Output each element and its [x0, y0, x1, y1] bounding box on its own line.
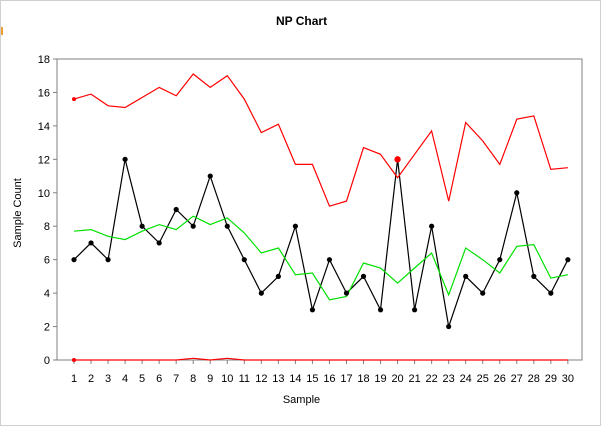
x-tick-label: 13 [272, 373, 284, 385]
series-line-upper-control-limit [73, 73, 568, 207]
x-tick-label: 9 [207, 373, 213, 385]
x-tick-label: 29 [545, 373, 557, 385]
series-line-lower-control-limit [74, 357, 568, 361]
y-tick-label: 18 [38, 54, 50, 66]
data-point [446, 323, 452, 330]
x-tick-label: 15 [306, 373, 318, 385]
x-tick-label: 8 [190, 373, 196, 385]
chart-title: NP Chart [275, 14, 328, 28]
data-point [241, 257, 247, 263]
y-tick-label: 0 [44, 355, 50, 367]
x-tick-label: 26 [494, 373, 506, 385]
x-tick-label: 7 [173, 373, 179, 385]
highlighted-point [72, 97, 76, 102]
data-point [190, 223, 196, 229]
corner-marker [1, 27, 3, 35]
data-point [429, 223, 435, 229]
data-point [343, 290, 350, 296]
data-point [258, 290, 264, 296]
x-tick-label: 30 [562, 373, 574, 385]
x-tick-label: 24 [460, 373, 472, 385]
y-tick-label: 2 [44, 322, 50, 334]
data-point [224, 223, 230, 229]
y-tick-label: 14 [38, 121, 50, 133]
data-point [565, 257, 571, 263]
data-point [71, 257, 77, 263]
y-tick-label: 10 [38, 188, 50, 200]
x-tick-label: 10 [221, 373, 233, 385]
data-point [480, 290, 486, 296]
y-tick-label: 16 [38, 87, 50, 99]
x-tick-label: 27 [511, 373, 523, 385]
data-point [139, 223, 145, 229]
data-point [156, 240, 162, 246]
data-point [377, 307, 384, 313]
data-point [360, 273, 367, 279]
data-point [207, 173, 213, 179]
x-tick-label: 12 [255, 373, 267, 385]
data-point [531, 273, 537, 279]
x-tick-label: 14 [289, 373, 301, 385]
highlighted-point [72, 358, 76, 362]
x-tick-label: 16 [323, 373, 335, 385]
x-tick-label: 5 [139, 373, 145, 385]
x-tick-label: 4 [122, 373, 128, 385]
x-tick-label: 20 [391, 373, 403, 385]
x-tick-label: 6 [156, 373, 162, 385]
data-point [548, 290, 554, 296]
data-point [326, 257, 333, 263]
x-tick-label: 25 [477, 373, 489, 385]
x-tick-label: 1 [71, 373, 77, 385]
plot-area-border [56, 58, 583, 361]
y-tick-label: 4 [44, 288, 50, 300]
x-axis-title: Sample [282, 394, 321, 406]
x-tick-label: 3 [105, 373, 111, 385]
data-point [463, 273, 469, 279]
data-point [122, 156, 128, 162]
data-point [275, 273, 281, 279]
x-tick-label: 17 [340, 373, 352, 385]
data-point [309, 307, 316, 313]
series-line-sample-count [73, 159, 569, 327]
x-tick-label: 22 [426, 373, 438, 385]
series-line-center-line [73, 215, 569, 301]
x-tick-label: 21 [408, 373, 420, 385]
y-tick-label: 12 [38, 154, 50, 166]
x-tick-label: 2 [88, 373, 94, 385]
y-tick-label: 8 [44, 221, 50, 233]
highlighted-point [394, 156, 401, 163]
data-point [292, 223, 298, 229]
x-tick-label: 18 [357, 373, 369, 385]
x-tick-label: 28 [528, 373, 540, 385]
data-point [105, 257, 111, 263]
data-point [514, 190, 520, 196]
x-tick-label: 11 [239, 373, 250, 385]
data-point [497, 257, 503, 263]
data-point [412, 307, 418, 313]
x-tick-label: 19 [374, 373, 386, 385]
y-tick-label: 6 [44, 255, 50, 267]
data-point [173, 206, 179, 213]
x-tick-label: 23 [443, 373, 455, 385]
data-point [88, 240, 94, 246]
